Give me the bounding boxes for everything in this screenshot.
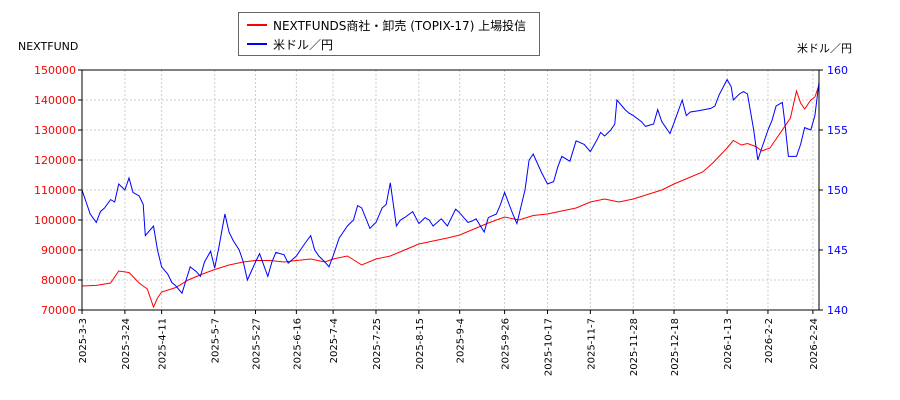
- x-tick-label: 2025-6-16: [292, 318, 303, 370]
- x-tick-label: 2025-11-28: [629, 318, 640, 376]
- series-lines: [81, 78, 820, 309]
- left-axis-title: NEXTFUND: [18, 40, 79, 53]
- right-y-axis: 140 145 150 155 160: [819, 64, 848, 317]
- x-tick-label: 2025-4-11: [158, 318, 169, 370]
- right-tick-label: 155: [827, 124, 848, 137]
- right-axis-title: 米ドル／円: [797, 42, 852, 55]
- right-tick-label: 160: [827, 64, 848, 77]
- left-tick-label: 130000: [34, 124, 76, 137]
- x-tick-label: 2026-2-24: [809, 318, 820, 370]
- x-tick-label: 2025-7-25: [372, 318, 383, 370]
- x-tick-label: 2025-3-24: [121, 318, 132, 370]
- right-tick-label: 150: [827, 184, 848, 197]
- legend-item-fund: NEXTFUNDS商社・卸売 (TOPIX-17) 上場投信: [247, 16, 526, 34]
- left-tick-label: 140000: [34, 94, 76, 107]
- legend-swatch-usdjpy: [247, 43, 267, 45]
- legend: NEXTFUNDS商社・卸売 (TOPIX-17) 上場投信 米ドル／円: [238, 12, 540, 56]
- x-tick-label: 2025-9-4: [456, 318, 467, 363]
- series-line-usdjpy: [81, 78, 820, 295]
- left-tick-label: 110000: [34, 184, 76, 197]
- x-tick-label: 2025-3-3: [78, 318, 89, 363]
- x-tick-label: 2025-12-18: [670, 318, 681, 376]
- x-tick-label: 2025-5-27: [252, 318, 263, 370]
- left-tick-label: 80000: [41, 274, 76, 287]
- x-tick-label: 2025-5-7: [211, 318, 222, 363]
- right-tick-label: 140: [827, 304, 848, 317]
- legend-swatch-fund: [247, 24, 267, 26]
- plot-frame: [81, 69, 820, 311]
- x-tick-label: 2026-2-2: [764, 318, 775, 363]
- left-tick-label: 100000: [34, 214, 76, 227]
- left-tick-label: 150000: [34, 64, 76, 77]
- right-tick-label: 145: [827, 244, 848, 257]
- x-tick-label: 2025-11-7: [586, 318, 597, 370]
- legend-item-usdjpy: 米ドル／円: [247, 35, 333, 53]
- left-tick-label: 90000: [41, 244, 76, 257]
- x-axis: 2025-3-3 2025-3-24 2025-4-11 2025-5-7 2025-5…: [78, 310, 820, 376]
- x-tick-label: 2025-7-4: [329, 318, 340, 363]
- x-tick-label: 2025-10-17: [543, 318, 554, 376]
- legend-label-fund: NEXTFUNDS商社・卸売 (TOPIX-17) 上場投信: [273, 18, 527, 33]
- x-tick-label: 2025-9-26: [501, 318, 512, 370]
- x-tick-label: 2026-1-13: [723, 318, 734, 370]
- x-tick-label: 2025-8-15: [415, 318, 426, 370]
- left-tick-label: 120000: [34, 154, 76, 167]
- legend-label-usdjpy: 米ドル／円: [273, 37, 334, 52]
- left-y-axis: 70000 80000 90000 100000 110000 120000 130000 1…: [34, 64, 82, 317]
- left-tick-label: 70000: [41, 304, 76, 317]
